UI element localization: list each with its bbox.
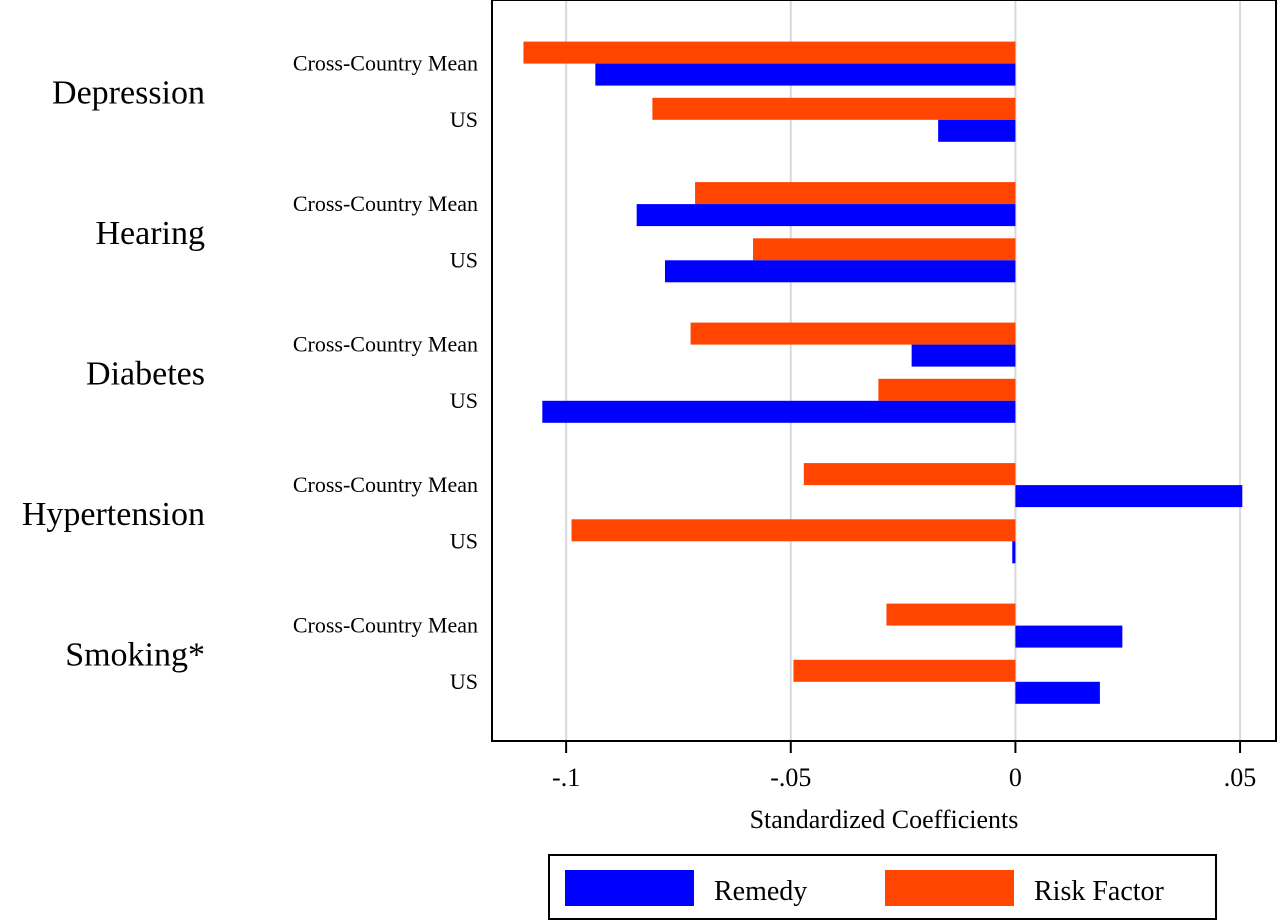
row-label: US: [450, 388, 478, 413]
bar-risk-factor: [695, 182, 1016, 205]
bar-risk-factor: [886, 603, 1016, 626]
bar-risk-factor: [878, 378, 1016, 401]
x-tick-label: -.05: [770, 763, 811, 792]
bar-risk-factor: [652, 97, 1016, 120]
bar-risk-factor: [523, 41, 1016, 64]
x-tick-label: -.1: [552, 763, 580, 792]
row-label: Cross-Country Mean: [293, 472, 478, 497]
bar-remedy: [542, 400, 1016, 423]
bar-remedy: [595, 63, 1016, 86]
x-axis-title: Standardized Coefficients: [750, 805, 1019, 834]
row-label: US: [450, 247, 478, 272]
group-label: Hypertension: [22, 496, 205, 533]
row-label: US: [450, 669, 478, 694]
bar-remedy: [938, 119, 1016, 142]
bar-risk-factor: [753, 238, 1016, 261]
row-label: US: [450, 528, 478, 553]
legend-swatch-remedy: [565, 870, 694, 906]
bar-risk-factor: [793, 659, 1016, 682]
group-label: Smoking*: [65, 637, 205, 674]
group-label: Diabetes: [86, 356, 205, 393]
bar-risk-factor: [690, 322, 1016, 345]
legend-frame: [548, 854, 1217, 920]
x-tick-label: 0: [1009, 763, 1022, 792]
x-axis: -.1 -.05 0 .05: [552, 741, 1256, 792]
row-label: US: [450, 107, 478, 132]
legend: Remedy Risk Factor: [548, 854, 1217, 920]
bar-remedy: [911, 344, 1016, 367]
group-label: Depression: [52, 75, 205, 112]
bar-remedy: [636, 204, 1016, 227]
row-label: Cross-Country Mean: [293, 191, 478, 216]
row-label: Cross-Country Mean: [293, 613, 478, 638]
legend-label-remedy: Remedy: [714, 876, 807, 907]
bar-remedy: [664, 260, 1016, 283]
bar-remedy: [1012, 541, 1016, 564]
row-label: Cross-Country Mean: [293, 332, 478, 357]
x-tick-label: .05: [1224, 763, 1257, 792]
bars: [523, 41, 1243, 704]
bar-remedy: [1015, 485, 1243, 508]
legend-swatch-risk-factor: [885, 870, 1014, 906]
y-axis-labels: Depression Cross-Country Mean US Hearing Cro…: [22, 51, 478, 694]
bar-risk-factor: [803, 463, 1016, 486]
bar-remedy: [1015, 681, 1100, 704]
bar-remedy: [1015, 625, 1123, 648]
plot-frame: [491, 0, 1277, 742]
row-label: Cross-Country Mean: [293, 51, 478, 76]
group-label: Hearing: [95, 215, 205, 252]
bar-risk-factor: [571, 519, 1016, 542]
legend-label-risk-factor: Risk Factor: [1034, 876, 1165, 907]
